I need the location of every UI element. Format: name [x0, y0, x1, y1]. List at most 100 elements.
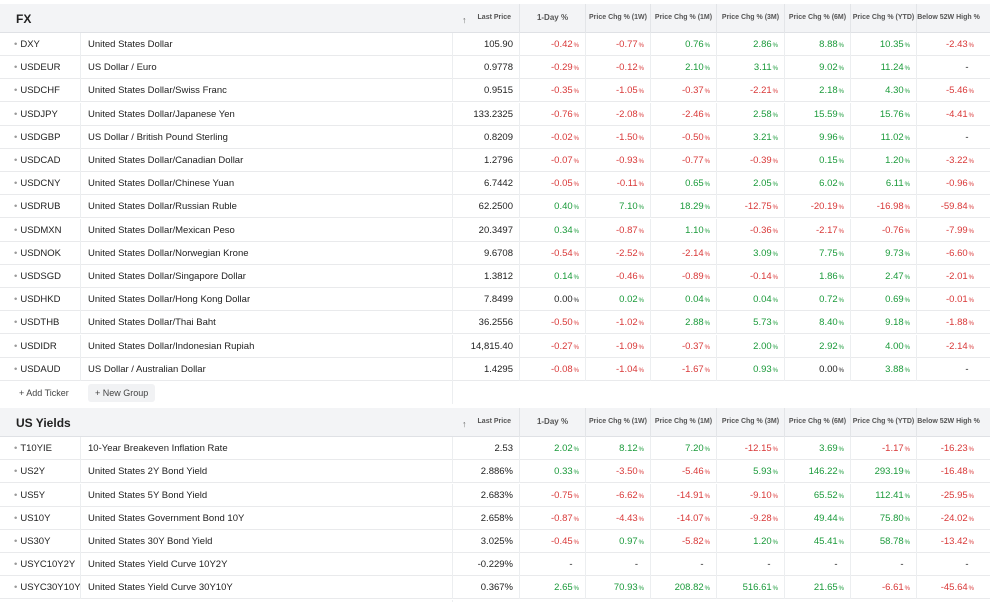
column-header-m1[interactable]: Price Chg % (1M): [650, 408, 716, 438]
column-header-h52[interactable]: Below 52W High %: [916, 408, 980, 438]
cell-ytd: 112.41: [850, 484, 916, 507]
cell-m3: 2.00: [716, 335, 784, 358]
cell-m1: -: [700, 559, 704, 571]
cell-m1: -2.46: [650, 103, 716, 126]
column-divider: [80, 102, 81, 126]
table-row[interactable]: USDAUD US Dollar / Australian Dollar 1.429…: [0, 357, 990, 381]
instrument-name: US Dollar / Australian Dollar: [88, 363, 206, 375]
ticker-symbol[interactable]: US10Y: [14, 507, 80, 530]
column-divider: [452, 483, 453, 507]
table-row[interactable]: USDEUR US Dollar / Euro 0.9778 -0.29-0.122.…: [0, 56, 990, 80]
column-header-w1[interactable]: Price Chg % (1W): [585, 408, 650, 438]
ticker-symbol[interactable]: USDCHF: [14, 79, 80, 102]
column-header-m6[interactable]: Price Chg % (6M): [784, 408, 850, 438]
ticker-symbol[interactable]: USYC30Y10Y: [14, 576, 80, 599]
table-row[interactable]: USDSGD United States Dollar/Singapore Dol…: [0, 265, 990, 288]
ticker-symbol[interactable]: USDIDR: [14, 335, 80, 358]
table-row[interactable]: USDHKD United States Dollar/Hong Kong Dol…: [0, 288, 990, 312]
column-divider: [80, 437, 81, 461]
cell-m6: 21.65: [784, 576, 850, 599]
ticker-symbol[interactable]: USDCNY: [14, 172, 80, 195]
cell-last: 105.90: [483, 39, 513, 50]
column-header-m1[interactable]: Price Chg % (1M): [650, 4, 716, 33]
ticker-symbol[interactable]: USDNOK: [14, 242, 80, 265]
ticker-symbol[interactable]: USDSGD: [14, 265, 80, 288]
sort-arrow-icon[interactable]: ↑: [462, 15, 467, 25]
table-row[interactable]: US10Y United States Government Bond 10Y 2.…: [0, 506, 990, 530]
table-row[interactable]: USDMXN United States Dollar/Mexican Peso 2…: [0, 218, 990, 242]
column-header-d1[interactable]: 1-Day %: [519, 408, 585, 438]
column-header-m6[interactable]: Price Chg % (6M): [784, 4, 850, 33]
column-header-label: Price Chg % (1W): [589, 14, 647, 22]
column-header-w1[interactable]: Price Chg % (1W): [585, 4, 650, 33]
ticker-symbol[interactable]: USDCAD: [14, 149, 80, 172]
instrument-name: 10-Year Breakeven Inflation Rate: [88, 443, 228, 455]
instrument-name: United States Dollar/Singapore Dollar: [88, 271, 246, 282]
cell-m1: -5.46: [650, 460, 716, 483]
ticker-symbol[interactable]: T10YIE: [14, 437, 80, 460]
ticker-symbol[interactable]: USDAUD: [14, 358, 80, 381]
cell-m1: 208.82: [650, 576, 716, 599]
ticker-symbol[interactable]: USDHKD: [14, 288, 80, 311]
ticker-symbol[interactable]: US5Y: [14, 484, 80, 507]
table-row[interactable]: USYC10Y2Y United States Yield Curve 10Y2Y…: [0, 553, 990, 577]
cell-m1: 0.04: [650, 288, 716, 311]
ticker-symbol[interactable]: USDEUR: [14, 56, 80, 79]
ticker-symbol[interactable]: USDMXN: [14, 219, 80, 242]
cell-last: 1.2796: [483, 155, 513, 166]
table-row[interactable]: DXY United States Dollar 105.90 -0.42-0.770…: [0, 33, 990, 56]
cell-ytd: 58.78: [850, 530, 916, 553]
ticker-symbol[interactable]: USYC10Y2Y: [14, 553, 80, 576]
column-header-ytd[interactable]: Price Chg % (YTD): [850, 408, 916, 438]
column-header-d1[interactable]: 1-Day %: [519, 4, 585, 33]
column-header-last[interactable]: Last Price: [452, 408, 519, 437]
cell-d1: 2.02: [519, 437, 585, 460]
ticker-symbol[interactable]: US30Y: [14, 530, 80, 553]
column-header-ytd[interactable]: Price Chg % (YTD): [850, 4, 916, 33]
sort-arrow-icon[interactable]: ↑: [462, 419, 467, 430]
table-row[interactable]: USDCAD United States Dollar/Canadian Doll…: [0, 149, 990, 172]
ticker-symbol[interactable]: USDGBP: [14, 126, 80, 149]
ticker-symbol[interactable]: DXY: [14, 33, 80, 56]
table-row[interactable]: T10YIE 10-Year Breakeven Inflation Rate 2.…: [0, 437, 990, 461]
column-header-label: Last Price: [477, 418, 511, 426]
ticker-symbol[interactable]: USDRUB: [14, 195, 80, 218]
cell-last: 9.6708: [483, 247, 513, 259]
cell-ytd: 15.76: [850, 103, 916, 126]
table-row[interactable]: US2Y United States 2Y Bond Yield 2.886% 0.3…: [0, 460, 990, 484]
new-group-button[interactable]: + New Group: [88, 384, 156, 402]
cell-m6: 1.86: [784, 265, 850, 288]
column-divider: [916, 357, 917, 381]
table-row[interactable]: US5Y United States 5Y Bond Yield 2.683% -0.…: [0, 483, 990, 507]
column-header-m3[interactable]: Price Chg % (3M): [716, 408, 784, 438]
cell-m6: 3.69: [784, 437, 850, 460]
column-divider: [452, 437, 453, 461]
table-row[interactable]: USYC30Y10Y United States Yield Curve 30Y1…: [0, 576, 990, 600]
table-row[interactable]: USDTHB United States Dollar/Thai Baht 36.2…: [0, 311, 990, 335]
column-divider: [452, 311, 453, 335]
add-ticker-button[interactable]: + Add Ticker: [19, 388, 69, 398]
ticker-symbol[interactable]: USDTHB: [14, 311, 80, 334]
cell-w1: -2.08: [585, 103, 650, 126]
cell-w1: -: [634, 559, 639, 571]
ticker-symbol[interactable]: USDJPY: [14, 103, 80, 126]
table-row[interactable]: USDJPY United States Dollar/Japanese Yen 1…: [0, 102, 990, 126]
table-row[interactable]: USDRUB United States Dollar/Russian Ruble…: [0, 195, 990, 219]
group-title[interactable]: US Yields: [16, 416, 71, 431]
table-row[interactable]: USDNOK United States Dollar/Norwegian Kro…: [0, 241, 990, 265]
column-header-m3[interactable]: Price Chg % (3M): [716, 4, 784, 33]
column-header-label: Price Chg % (1M): [654, 418, 713, 426]
table-row[interactable]: USDCNY United States Dollar/Chinese Yuan 6…: [0, 172, 990, 196]
column-header-h52[interactable]: Below 52W High %: [916, 4, 980, 33]
table-row[interactable]: USDGBP US Dollar / British Pound Sterling…: [0, 125, 990, 149]
group-title[interactable]: FX: [16, 12, 32, 26]
cell-m6: 9.02: [784, 56, 850, 79]
ticker-symbol[interactable]: US2Y: [14, 460, 80, 483]
table-row[interactable]: USDIDR United States Dollar/Indonesian Ru…: [0, 334, 990, 358]
column-header-last[interactable]: Last Price: [452, 4, 519, 33]
cell-h52: -16.23: [916, 437, 980, 460]
cell-m3: 2.05: [716, 172, 784, 195]
cell-h52: -13.42: [916, 530, 980, 553]
table-row[interactable]: USDCHF United States Dollar/Swiss Franc 0.…: [0, 79, 990, 103]
